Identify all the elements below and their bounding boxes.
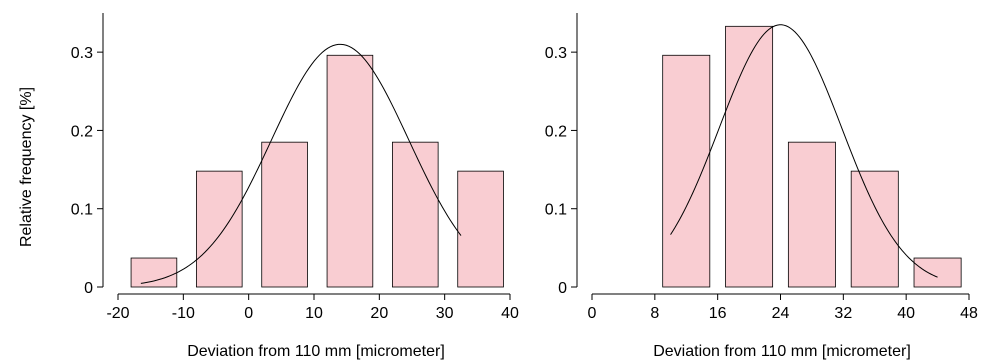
y-tick-label: 0.3: [545, 45, 567, 62]
histogram-bar-0: [662, 54, 711, 288]
x-tick-label: 0: [244, 305, 253, 322]
x-tick-label: 20: [370, 305, 388, 322]
x-tick-label: 40: [897, 305, 915, 322]
x-tick-label: 32: [834, 305, 852, 322]
right-histogram-panel: 0 0.1 0.2 0.3 0 8 16 24 32 40 48: [545, 13, 978, 322]
histogram-bar-1: [725, 25, 774, 288]
x-tick-label: 24: [772, 305, 790, 322]
y-tick-label: 0.1: [545, 202, 567, 219]
histogram-bar-4: [913, 257, 962, 288]
y-tick-label: 0.2: [71, 123, 93, 140]
x-tick-label: 8: [650, 305, 659, 322]
histogram-bar-0: [130, 257, 178, 288]
histogram-bar-2: [261, 141, 308, 288]
x-tick-label: 10: [305, 305, 323, 322]
normal-fit-curve: [670, 24, 938, 278]
y-tick-label: 0.2: [545, 123, 567, 140]
x-tick-label: 16: [709, 305, 727, 322]
x-tick-label: 0: [588, 305, 597, 322]
y-tick-label: 0.1: [71, 202, 93, 219]
y-tick-label: 0: [84, 280, 93, 297]
histogram-bar-1: [195, 170, 243, 288]
x-tick-label: -10: [172, 305, 195, 322]
histogram-bar-2: [787, 141, 836, 288]
right-x-axis-label: Deviation from 110 mm [micrometer]: [653, 343, 911, 360]
histogram-bar-5: [457, 170, 504, 288]
x-tick-label: 48: [960, 305, 978, 322]
left-x-axis-label: Deviation from 110 mm [micrometer]: [187, 343, 445, 360]
histogram-bar-4: [391, 141, 439, 288]
histogram-bar-3: [326, 54, 374, 288]
x-tick-label: 30: [436, 305, 454, 322]
y-axis-label: Relative frequency [%]: [18, 87, 35, 247]
histogram-bar-3: [850, 170, 899, 288]
y-tick-label: 0: [558, 280, 567, 297]
left-histogram-panel: 0 0.1 0.2 0.3 -20 -10 0 10 20 30 40: [71, 13, 519, 322]
x-tick-label: 40: [501, 305, 519, 322]
y-tick-label: 0.3: [71, 45, 93, 62]
x-tick-label: -20: [106, 305, 129, 322]
normal-fit-curve: [140, 43, 462, 284]
